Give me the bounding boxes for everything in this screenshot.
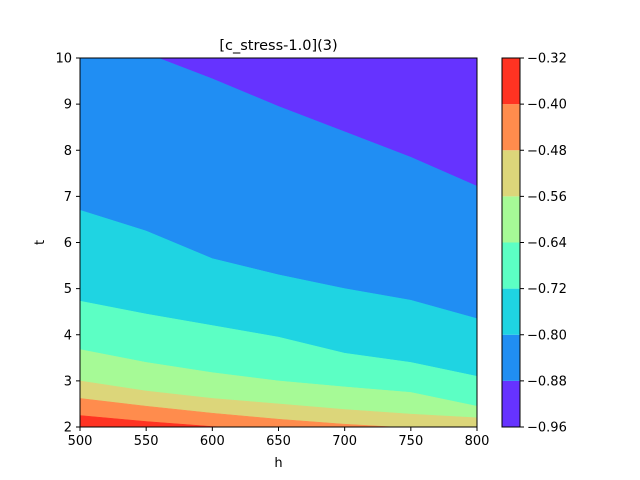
colorbar-tick-label: −0.88	[527, 374, 567, 389]
y-tick-label: 2	[64, 421, 72, 436]
colorbar-swatch	[502, 196, 520, 243]
colorbar-swatch	[502, 104, 520, 151]
colorbar-swatch	[502, 334, 520, 381]
y-tick-label: 9	[64, 98, 72, 113]
y-axis-label: t	[33, 240, 48, 245]
colorbar-tick-label: −0.96	[527, 421, 567, 436]
chart-title: [c_stress-1.0](3)	[219, 38, 337, 54]
x-tick-label: 550	[134, 434, 159, 449]
y-tick-label: 10	[55, 52, 72, 67]
x-axis: 500 550 600 650 700 750 800	[68, 427, 490, 449]
contour-bands	[80, 58, 477, 427]
x-tick-label: 700	[332, 434, 357, 449]
y-tick-label: 4	[64, 328, 72, 343]
y-tick-label: 6	[64, 236, 72, 251]
colorbar-swatch	[502, 150, 520, 197]
colorbar-tick-label: −0.64	[527, 236, 567, 251]
contour-band-7	[80, 415, 231, 427]
y-tick-label: 7	[64, 190, 72, 205]
colorbar-tick-label: −0.56	[527, 190, 567, 205]
x-tick-label: 500	[68, 434, 93, 449]
colorbar-swatch	[502, 58, 520, 105]
y-tick-label: 3	[64, 374, 72, 389]
colorbar-tick-label: −0.72	[527, 282, 567, 297]
colorbar-tick-label: −0.80	[527, 328, 567, 343]
y-axis: 2 3 4 5 6 7 8 9 10	[55, 52, 80, 436]
y-tick-label: 8	[64, 144, 72, 159]
x-tick-label: 650	[266, 434, 291, 449]
x-tick-label: 750	[398, 434, 423, 449]
colorbar-tick-label: −0.48	[527, 144, 567, 159]
colorbar-tick-label: −0.40	[527, 98, 567, 113]
y-tick-label: 5	[64, 282, 72, 297]
colorbar-tick-label: −0.32	[527, 52, 567, 67]
colorbar-swatch	[502, 242, 520, 289]
x-tick-label: 600	[200, 434, 225, 449]
colorbar-swatch	[502, 380, 520, 427]
colorbar-swatch	[502, 288, 520, 335]
colorbar: −0.96 −0.88 −0.80 −0.72 −0.64 −0.56 −0.48 −0.40…	[501, 52, 567, 436]
x-tick-label: 800	[465, 434, 490, 449]
x-axis-label: h	[274, 456, 282, 471]
